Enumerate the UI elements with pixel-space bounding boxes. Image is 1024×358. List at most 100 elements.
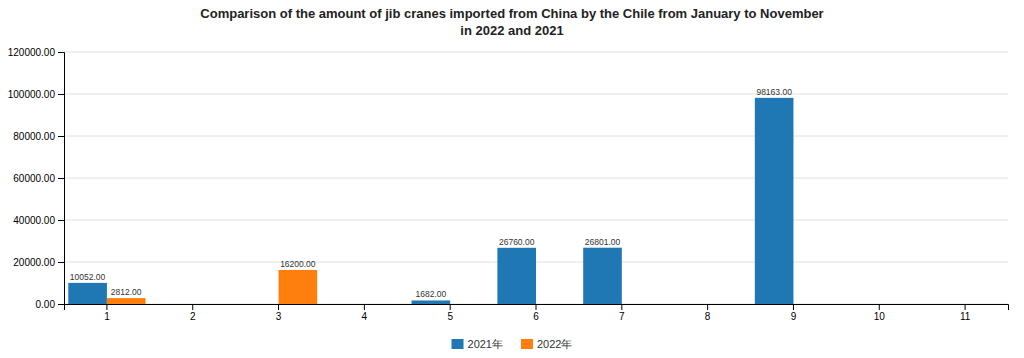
- tick-mark: [58, 178, 64, 179]
- grid-line: [64, 220, 1008, 221]
- tick-mark: [58, 220, 64, 221]
- bar: [536, 304, 575, 305]
- data-labels: 10052.00 1682.00 26760.00 26801.00 98163.00 2…: [70, 87, 792, 300]
- legend-label: 2022年: [537, 338, 572, 350]
- data-label: 2812.00: [111, 287, 142, 297]
- legend: 2021年 2022年: [452, 338, 573, 350]
- bar: [793, 304, 832, 305]
- x-axis: 1 2 3 4 5 6 7 8 9 10 11: [65, 304, 1009, 322]
- grid-line: [64, 52, 1008, 53]
- x-tick: 6: [533, 304, 539, 322]
- bar: [68, 283, 107, 304]
- y-tick: 20000.00: [13, 257, 64, 268]
- x-tick: 1: [104, 304, 110, 322]
- bar: [240, 304, 279, 305]
- grid-line: [64, 94, 1008, 95]
- tick-mark: [58, 94, 64, 95]
- bar: [926, 304, 965, 305]
- legend-swatch: [521, 339, 533, 349]
- tick-mark: [793, 304, 794, 310]
- tick-label: 9: [791, 311, 797, 322]
- x-tick: 3: [276, 304, 282, 322]
- tick-mark: [58, 52, 64, 53]
- tick-label: 6: [533, 311, 539, 322]
- tick-label: 0.00: [36, 299, 56, 310]
- y-tick: 120000.00: [8, 47, 64, 58]
- tick-label: 4: [362, 311, 368, 322]
- x-tick: 7: [619, 304, 625, 322]
- bar: [879, 304, 918, 305]
- x-tick: 2: [190, 304, 196, 322]
- bar: [755, 98, 794, 304]
- axis-line: [65, 305, 1009, 311]
- bar-series: [68, 98, 793, 304]
- data-label: 1682.00: [416, 289, 447, 299]
- bar: [412, 300, 451, 304]
- bar: [497, 248, 536, 304]
- tick-mark: [278, 304, 279, 310]
- data-label: 26760.00: [499, 237, 535, 247]
- tick-label: 7: [619, 311, 625, 322]
- chart: 0.00 20000.00 40000.00 60000.00 80000.00 1000…: [0, 0, 1024, 358]
- tick-label: 20000.00: [13, 257, 55, 268]
- bar: [450, 304, 489, 305]
- tick-mark: [450, 304, 451, 310]
- title: Comparison of the amount of jib cranes i…: [200, 6, 823, 38]
- bar: [279, 270, 318, 304]
- legend-item: 2021年: [452, 338, 503, 350]
- y-tick: 80000.00: [13, 131, 64, 142]
- data-label: 10052.00: [70, 272, 106, 282]
- x-tick: 5: [447, 304, 453, 322]
- bar: [326, 304, 365, 305]
- tick-label: 1: [104, 311, 110, 322]
- x-tick: 4: [362, 304, 368, 322]
- tick-mark: [965, 304, 966, 310]
- tick-mark: [58, 304, 64, 305]
- tick-mark: [621, 304, 622, 310]
- bar: [364, 304, 403, 305]
- tick-label: 8: [705, 311, 711, 322]
- tick-label: 80000.00: [13, 131, 55, 142]
- x-tick: 11: [960, 304, 971, 322]
- tick-label: 3: [276, 311, 282, 322]
- bar: [622, 304, 661, 305]
- tick-mark: [364, 304, 365, 310]
- plot-area: 0.00 20000.00 40000.00 60000.00 80000.00 1000…: [8, 47, 1009, 322]
- data-label: 16200.00: [280, 259, 316, 269]
- tick-mark: [58, 136, 64, 137]
- tick-label: 10: [874, 311, 886, 322]
- bar: [841, 304, 880, 305]
- tick-mark: [536, 304, 537, 310]
- tick-label: 5: [447, 311, 453, 322]
- x-tick: 8: [705, 304, 711, 322]
- x-tick: 9: [791, 304, 797, 322]
- tick-label: 2: [190, 311, 196, 322]
- bar: [154, 304, 193, 305]
- grid-line: [64, 136, 1008, 137]
- legend-label: 2021年: [468, 338, 503, 350]
- bar: [583, 248, 622, 304]
- y-tick: 40000.00: [13, 215, 64, 226]
- axis-line: [58, 53, 65, 305]
- x-tick: 10: [874, 304, 886, 322]
- data-label: 98163.00: [756, 87, 792, 97]
- bar: [708, 304, 747, 305]
- y-tick: 0.00: [36, 299, 64, 310]
- tick-mark: [106, 304, 107, 310]
- bar-series: [107, 270, 317, 304]
- tick-label: 100000.00: [8, 89, 56, 100]
- legend-item: 2022年: [521, 338, 572, 350]
- y-tick: 60000.00: [13, 173, 64, 184]
- bar: [107, 298, 146, 304]
- grid: [64, 52, 1008, 304]
- tick-mark: [192, 304, 193, 310]
- bar: [193, 304, 232, 305]
- data-label: 26801.00: [585, 237, 621, 247]
- legend-swatch: [452, 339, 464, 349]
- y-axis: 0.00 20000.00 40000.00 60000.00 80000.00 1000…: [8, 47, 65, 310]
- grid-line: [64, 178, 1008, 179]
- tick-mark: [707, 304, 708, 310]
- tick-mark: [58, 262, 64, 263]
- tick-label: 120000.00: [8, 47, 56, 58]
- bars: [68, 98, 793, 304]
